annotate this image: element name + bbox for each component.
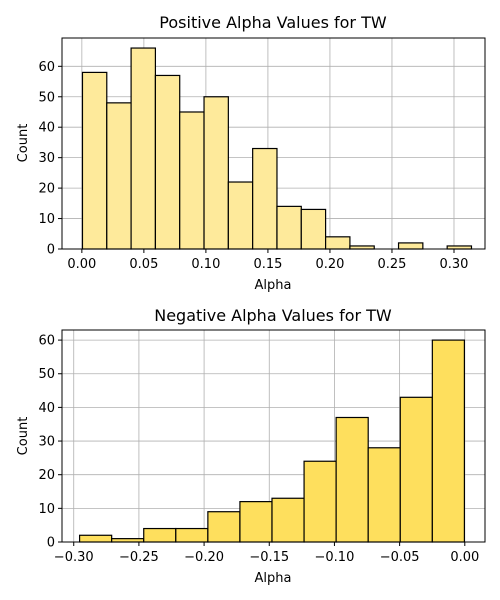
y-tick-label: 30 xyxy=(38,435,55,450)
x-tick-label: 0.05 xyxy=(129,257,158,272)
histogram-bar xyxy=(252,147,278,250)
histogram-bar xyxy=(303,460,337,543)
histogram-bar xyxy=(227,181,254,250)
y-tick-label: 20 xyxy=(38,468,55,483)
histogram-bar xyxy=(276,205,302,250)
y-axis-label: Count xyxy=(16,417,31,456)
x-tick-label: 0.15 xyxy=(253,257,282,272)
y-tick-label: 60 xyxy=(38,334,55,349)
histogram-bar xyxy=(203,96,229,250)
axes-frame xyxy=(61,329,486,543)
y-tick-label: 30 xyxy=(38,151,55,166)
x-tick-label: 0.20 xyxy=(315,257,344,272)
x-tick-label: 0.10 xyxy=(191,257,220,272)
y-axis-label: Count xyxy=(16,124,31,163)
x-tick-label: 0.00 xyxy=(67,257,96,272)
histogram-bar xyxy=(397,242,424,250)
x-axis-label: Alpha xyxy=(255,571,292,586)
x-tick-label: −0.05 xyxy=(380,550,420,565)
histogram-bar xyxy=(130,47,157,250)
y-tick-label: 50 xyxy=(38,367,55,382)
bars xyxy=(81,47,473,250)
x-tick-label: −0.25 xyxy=(119,550,159,565)
histogram-bar xyxy=(300,208,327,250)
x-tick-label: −0.10 xyxy=(315,550,355,565)
histogram-bar xyxy=(78,534,113,543)
positive-alpha-histogram: Positive Alpha Values for TW Alpha Count… xyxy=(16,13,486,293)
histogram-bar xyxy=(106,102,132,250)
histogram-bar xyxy=(81,71,108,250)
x-ticks: 0.00 0.05 0.10 0.15 0.20 0.25 0.30 xyxy=(67,249,468,272)
y-tick-label: 40 xyxy=(38,121,55,136)
histogram-bar xyxy=(271,497,305,543)
x-tick-label: 0.30 xyxy=(440,257,469,272)
x-tick-label: 0.25 xyxy=(377,257,406,272)
histogram-bar xyxy=(239,501,273,543)
histogram-bar xyxy=(175,527,209,543)
axes-frame xyxy=(61,37,486,250)
y-tick-label: 0 xyxy=(47,243,55,258)
histogram-bar xyxy=(154,74,181,250)
histogram-bar xyxy=(143,527,177,543)
y-tick-label: 10 xyxy=(38,212,55,227)
histogram-bar xyxy=(179,111,205,250)
x-tick-label: −0.30 xyxy=(54,550,94,565)
bars xyxy=(78,339,466,543)
y-ticks: 0 10 20 30 40 50 60 xyxy=(38,334,62,551)
chart-title: Positive Alpha Values for TW xyxy=(159,13,387,32)
chart-title: Negative Alpha Values for TW xyxy=(154,306,392,325)
x-tick-label: −0.15 xyxy=(249,550,289,565)
histogram-bar xyxy=(399,396,433,543)
histogram-bar xyxy=(207,511,241,543)
histogram-bar xyxy=(431,339,466,543)
x-ticks: −0.30 −0.25 −0.20 −0.15 −0.10 −0.05 0.00 xyxy=(54,542,479,565)
y-tick-label: 60 xyxy=(38,60,55,75)
histogram-bar xyxy=(324,236,351,250)
y-tick-label: 20 xyxy=(38,182,55,197)
y-tick-label: 50 xyxy=(38,90,55,105)
y-tick-label: 40 xyxy=(38,401,55,416)
histogram-bar xyxy=(367,447,401,543)
negative-alpha-histogram: Negative Alpha Values for TW Alpha Count… xyxy=(16,306,486,586)
y-tick-label: 0 xyxy=(47,536,55,551)
histogram-bar xyxy=(335,416,369,543)
x-axis-label: Alpha xyxy=(255,278,292,293)
x-tick-label: 0.00 xyxy=(450,550,479,565)
x-tick-label: −0.20 xyxy=(184,550,224,565)
y-tick-label: 10 xyxy=(38,502,55,517)
y-ticks: 0 10 20 30 40 50 60 xyxy=(38,60,62,258)
histogram-bar xyxy=(111,538,145,543)
